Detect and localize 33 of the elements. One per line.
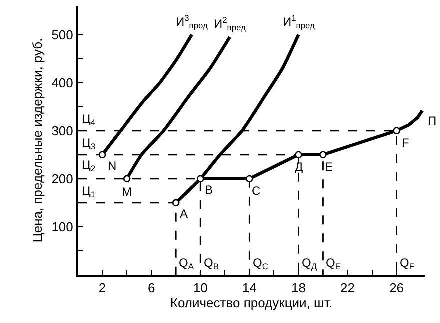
- x-axis-title: Количество продукции, шт.: [170, 296, 333, 311]
- y-tick-label: 200: [52, 171, 74, 186]
- x-tick-label: 14: [242, 280, 257, 296]
- x-tick-label: 18: [291, 280, 306, 296]
- annotation: Ц$_{1}$: [82, 184, 96, 200]
- y-axis-title: Цена, предельные издержки, руб.: [30, 38, 46, 243]
- annotation: Ц$_{3}$: [82, 136, 96, 152]
- annotation: Q$_{C}$: [253, 256, 268, 272]
- y-tick-label: 500: [52, 27, 74, 42]
- annotation: E: [325, 160, 334, 174]
- x-tick-label: 26: [390, 280, 404, 296]
- annotation: N: [108, 159, 117, 173]
- annotation: M: [122, 185, 132, 199]
- annotation: Q$_{Д}$: [302, 256, 318, 272]
- annotation: Q$_{F}$: [400, 256, 414, 272]
- annotation: Д: [295, 160, 304, 174]
- y-tick-label: 100: [52, 220, 74, 235]
- annotation: C: [252, 184, 261, 198]
- annotation: F: [402, 136, 410, 150]
- annotation: Ц$_{2}$: [82, 158, 96, 174]
- annotation: Q$_{E}$: [326, 256, 342, 272]
- annotation: B: [205, 183, 214, 197]
- annotation: A: [180, 207, 188, 221]
- annotation: Q$_{A}$: [179, 256, 194, 272]
- annotation: П: [428, 114, 437, 128]
- y-tick-label: 400: [52, 75, 74, 90]
- annotation: Ц$_{4}$: [82, 112, 96, 128]
- annotation: Q$_{B}$: [204, 256, 220, 272]
- x-tick-label: 22: [340, 280, 355, 296]
- x-tick-label: 10: [193, 280, 208, 296]
- x-tick-label: 2: [98, 280, 106, 296]
- x-tick-label: 6: [148, 280, 156, 296]
- y-tick-label: 300: [52, 123, 74, 138]
